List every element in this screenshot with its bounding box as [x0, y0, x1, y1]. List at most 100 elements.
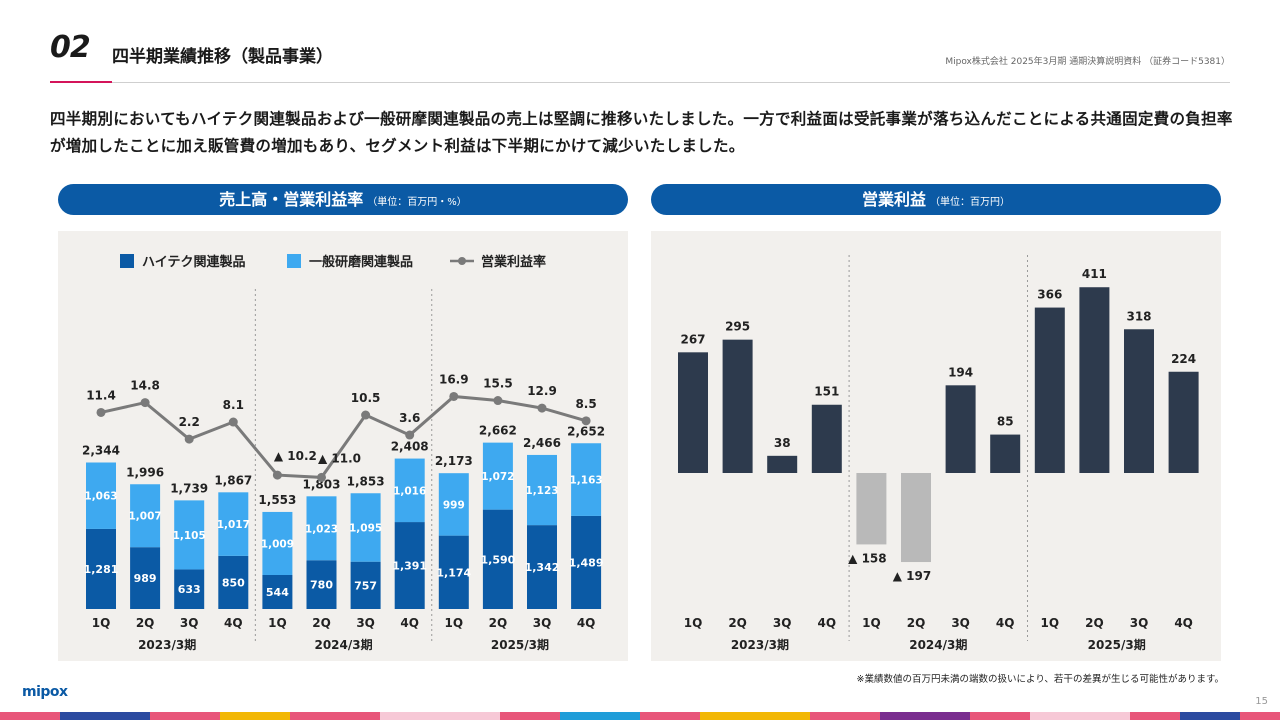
profit-label: 151 [814, 385, 839, 399]
bar-general-label: 1,095 [349, 522, 382, 534]
bar-hitech [482, 509, 513, 609]
margin-point [272, 470, 282, 480]
profit-label: 85 [997, 415, 1014, 429]
bar-total-label: 1,803 [303, 477, 341, 491]
bar-hitech [86, 528, 116, 609]
margin-point [140, 398, 150, 408]
bar-general [482, 442, 513, 510]
page-number: 15 [1255, 696, 1268, 707]
decorative-bottom-band [0, 712, 1280, 720]
legend-swatch-2 [287, 254, 301, 268]
profit-bar [1124, 329, 1154, 473]
bar-hitech [350, 561, 381, 609]
bar-hitech [130, 547, 161, 609]
x-tick-label: 1Q [1041, 616, 1060, 630]
x-tick-label: 3Q [951, 616, 970, 630]
margin-label: 14.8 [130, 379, 160, 393]
bar-total-label: 2,173 [435, 454, 473, 468]
group-label: 2023/3期 [138, 637, 196, 652]
left-chart-unit: （単位：百万円・%） [367, 197, 467, 208]
footnote: ※業績数値の百万円未満の端数の扱いにより、若干の差異が生じる可能性があります。 [856, 674, 1224, 685]
margin-label: 8.5 [575, 397, 596, 411]
bar-hitech [394, 522, 425, 609]
profit-bar [722, 339, 753, 473]
bar-general [130, 484, 161, 548]
bar-general-label: 1,163 [569, 475, 602, 487]
section-number: 02 [50, 30, 91, 65]
bar-total-label: 2,344 [82, 444, 120, 458]
bar-hitech-label: 850 [222, 576, 245, 589]
x-tick-label: 2Q [312, 616, 331, 630]
profit-bar [1034, 307, 1065, 473]
group-label: 2024/3期 [314, 637, 372, 652]
bar-total-label: 1,853 [347, 474, 385, 488]
profit-label: 267 [680, 332, 705, 346]
left-chart-title: 売上高・営業利益率 [219, 190, 364, 209]
profit-bar [856, 473, 887, 545]
right-chart-unit: （単位：百万円） [930, 197, 1010, 208]
header-divider [50, 82, 1230, 83]
bar-general [527, 454, 557, 526]
bar-general [571, 443, 602, 516]
profit-chart: 267 1Q 295 2Q 38 3Q 151 4Q ▲ 158 1Q ▲ 197 2Q 194 3Q 85… [678, 255, 1199, 652]
bar-hitech-label: 1,342 [525, 561, 560, 574]
bar-general [394, 458, 425, 523]
bar-general-label: 1,105 [173, 530, 206, 542]
group-label: 2025/3期 [491, 637, 549, 652]
profit-chart-panel: 267 1Q 295 2Q 38 3Q 151 4Q ▲ 158 1Q ▲ 197 2Q 194 3Q 85… [651, 231, 1221, 661]
margin-label: 8.1 [223, 398, 244, 412]
margin-point [493, 396, 503, 406]
margin-point [405, 430, 415, 440]
bar-general-label: 1,023 [305, 523, 338, 535]
bar-hitech-label: 757 [354, 579, 377, 592]
bar-hitech [438, 535, 469, 609]
profit-bar [990, 434, 1021, 473]
margin-line [100, 394, 587, 479]
bar-total-label: 1,739 [170, 481, 208, 495]
profit-label: 194 [948, 365, 973, 379]
profit-label: ▲ 158 [848, 551, 886, 565]
bar-general [218, 492, 249, 556]
group-label: 2025/3期 [1088, 637, 1146, 652]
bar-hitech [571, 515, 602, 609]
bar-total-label: 1,867 [214, 473, 252, 487]
x-tick-label: 2Q [907, 616, 926, 630]
bar-general-label: 1,072 [481, 471, 514, 483]
profit-bar [1079, 287, 1110, 473]
x-tick-label: 3Q [773, 616, 792, 630]
source-label: Mipox株式会社 2025年3月期 通期決算説明資料 （証券コード5381） [945, 57, 1230, 67]
right-chart-title-bar: 営業利益 （単位：百万円） [651, 184, 1221, 215]
profit-label: 295 [725, 320, 750, 334]
profit-bar [767, 455, 798, 473]
margin-label: 3.6 [399, 411, 420, 425]
bar-general-label: 999 [443, 499, 465, 511]
x-tick-label: 1Q [92, 616, 111, 630]
margin-point [184, 434, 194, 444]
legend-swatch-1 [120, 254, 134, 268]
margin-point [96, 407, 106, 417]
bar-hitech-label: 544 [266, 586, 289, 599]
bar-general [174, 500, 205, 570]
margin-label: 16.9 [439, 372, 469, 386]
profit-label: ▲ 197 [893, 569, 931, 583]
bar-hitech [262, 575, 293, 609]
page-title: 四半期業績推移（製品事業） [112, 47, 333, 67]
x-tick-label: 2Q [1085, 616, 1104, 630]
bar-general [438, 473, 469, 536]
bar-hitech-label: 780 [310, 579, 333, 592]
x-tick-label: 4Q [1174, 616, 1193, 630]
bar-total-label: 2,662 [479, 424, 517, 438]
x-tick-label: 1Q [445, 616, 464, 630]
bar-hitech [306, 560, 337, 609]
bar-hitech [527, 525, 557, 609]
margin-point [228, 417, 238, 427]
profit-bar [678, 352, 708, 473]
summary-text: 四半期別においてもハイテク関連製品および一般研摩関連製品の売上は堅調に推移いたし… [50, 110, 1233, 155]
bar-hitech-label: 1,590 [481, 553, 516, 566]
x-tick-label: 4Q [224, 616, 243, 630]
bar-general [86, 462, 116, 529]
bar-hitech-label: 989 [134, 572, 157, 585]
bar-general-label: 1,123 [525, 485, 558, 497]
bar-hitech-label: 1,391 [392, 560, 427, 573]
x-tick-label: 2Q [728, 616, 747, 630]
